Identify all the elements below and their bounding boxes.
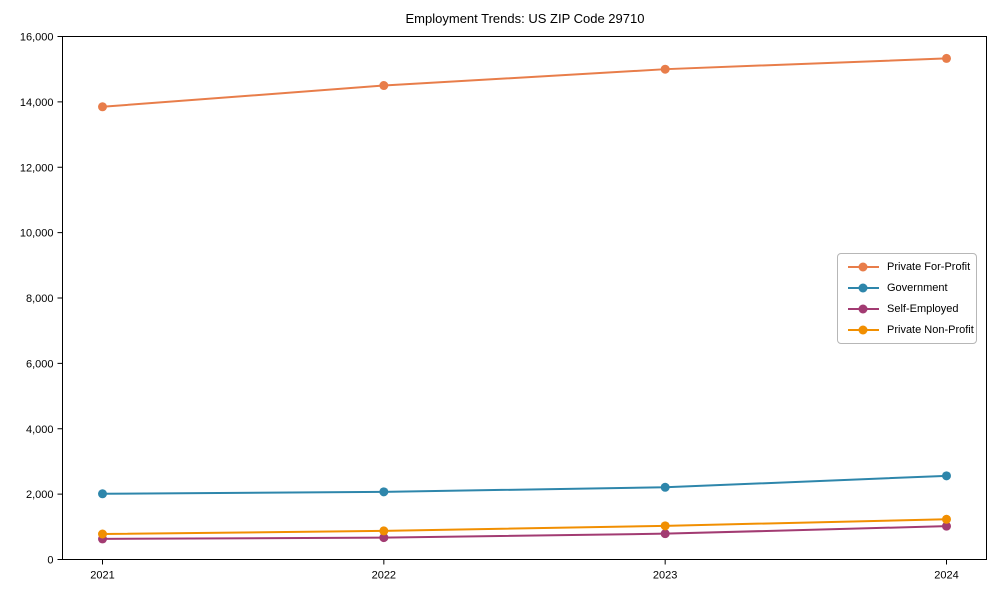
data-point — [942, 521, 951, 531]
legend-item-self-employed: Self-Employed — [847, 300, 976, 318]
y-tick-label: 0 — [47, 555, 53, 567]
series-line-private-non-profit — [101, 518, 948, 536]
chart-legend: Private For-Profit Government Self-Emplo… — [837, 253, 977, 344]
line-marker-icon — [848, 325, 879, 335]
x-tick-label: 2024 — [934, 570, 958, 582]
y-tick-label: 12,000 — [20, 162, 54, 174]
y-tick-label: 8,000 — [26, 293, 54, 305]
legend-item-private-for-profit: Private For-Profit — [847, 258, 976, 276]
data-point — [942, 471, 951, 481]
legend-item-private-non-profit: Private Non-Profit — [847, 321, 976, 339]
data-point — [942, 53, 951, 63]
legend-label: Self-Employed — [887, 302, 959, 315]
y-tick-label: 16,000 — [20, 32, 54, 44]
data-point — [98, 529, 107, 539]
data-point — [660, 529, 670, 539]
line-marker-icon — [848, 262, 879, 272]
data-point — [660, 482, 670, 492]
data-point — [379, 81, 389, 91]
y-tick-label: 14,000 — [20, 97, 54, 109]
line-marker-icon — [848, 283, 879, 293]
y-tick-label: 6,000 — [26, 358, 54, 370]
data-point — [379, 533, 389, 543]
data-point — [98, 489, 107, 499]
data-point — [98, 102, 107, 112]
data-point — [660, 64, 670, 74]
x-tick-label: 2021 — [90, 570, 114, 582]
series-line-private-for-profit — [101, 57, 948, 108]
series-line-government — [101, 474, 948, 495]
chart-title: Employment Trends: US ZIP Code 29710 — [405, 11, 645, 26]
legend-label: Private Non-Profit — [887, 323, 974, 336]
y-tick-label: 10,000 — [20, 228, 54, 240]
legend-label: Private For-Profit — [887, 261, 971, 274]
data-point — [942, 514, 951, 524]
y-tick-label: 2,000 — [26, 489, 54, 501]
series-line-self-employed — [101, 525, 948, 540]
legend-item-government: Government — [847, 279, 976, 297]
data-point — [379, 526, 389, 536]
legend-label: Government — [887, 282, 948, 295]
y-tick-label: 4,000 — [26, 424, 54, 436]
x-tick-label: 2023 — [653, 570, 677, 582]
x-tick-label: 2022 — [372, 570, 396, 582]
line-marker-icon — [848, 304, 879, 314]
data-point — [660, 521, 670, 531]
data-point — [379, 487, 389, 497]
